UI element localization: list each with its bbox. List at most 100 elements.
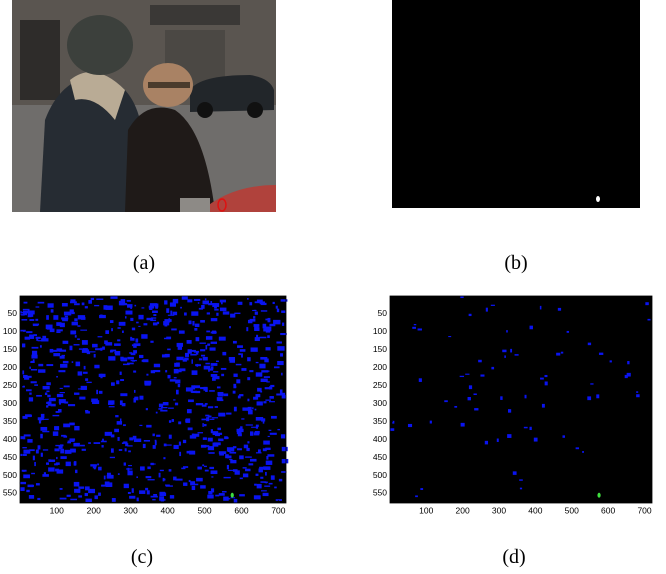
blob [182,296,188,300]
x-tick-label: 300 [124,505,138,515]
blob [151,370,155,373]
blob [258,468,262,472]
blob [56,462,60,465]
blob [415,495,418,497]
blob [102,439,104,441]
blob [266,461,273,465]
blob [102,445,104,448]
blob [221,368,226,370]
blob [271,475,275,479]
blob [192,370,198,375]
y-tick-label: 450 [3,452,17,462]
blob [544,375,547,377]
blob [261,303,267,305]
blob [77,338,80,340]
blob [141,307,144,308]
y-tick-label: 100 [3,326,17,336]
blob [53,353,60,356]
blob [134,390,136,393]
blob [22,470,27,472]
blob [150,320,156,321]
blob [82,302,85,305]
blob [480,374,484,376]
blob [79,397,85,400]
blob [204,424,207,426]
blob [165,484,170,485]
blob [202,405,207,407]
blob [27,439,32,443]
blob [255,312,258,315]
blob [261,370,268,372]
blob [139,355,143,358]
blob [49,398,56,401]
blob [248,463,253,465]
blob [184,358,189,361]
x-tick-label: 100 [419,505,433,515]
y-tick-label: 550 [373,488,387,498]
blob [227,465,229,469]
caption: (a) [133,252,155,274]
blob [507,434,511,438]
blob [77,489,80,493]
blob [211,318,218,321]
blob [124,462,126,465]
blob [239,428,241,430]
blob [233,374,237,377]
blob [40,345,42,348]
blob [33,324,38,326]
blob [114,429,119,432]
blob [239,394,243,396]
y-tick-label: 250 [373,380,387,390]
blob [156,435,160,437]
blob [191,385,195,389]
blob [245,469,250,472]
blob [164,338,171,339]
blob [197,432,202,433]
blob [173,312,177,316]
blob [42,431,49,432]
blob [576,447,579,449]
blob [60,488,63,490]
blob [136,322,138,324]
blob [201,355,205,357]
blob [97,464,99,466]
blob [208,452,214,454]
blob [542,404,545,408]
blob [256,417,263,421]
blob [233,341,237,344]
y-tick-label: 300 [3,398,17,408]
blob [62,319,68,322]
blob [176,357,183,360]
blob [180,307,182,309]
blob [201,445,207,448]
blob [123,424,126,426]
blob [208,438,213,442]
blob [85,378,88,381]
blob [75,470,77,473]
blob [211,366,213,369]
blob [26,389,32,391]
x-tick-label: 700 [637,505,651,515]
blob [31,473,35,474]
blob [151,317,156,318]
caption: (b) [504,252,527,274]
blob [42,336,46,340]
blob [198,302,199,304]
x-tick-label: 600 [601,505,615,515]
blob [192,434,194,437]
blob [66,462,71,467]
blob [67,495,71,497]
blob [199,343,205,344]
blob [277,346,284,351]
blob [74,318,77,321]
blob [91,298,94,300]
blob [37,498,40,500]
blob [85,306,88,308]
blob [161,407,167,408]
blob [219,451,224,455]
blob [645,302,648,305]
blob [63,361,69,363]
blob [117,327,120,329]
blob [21,319,27,321]
blob [279,479,282,482]
